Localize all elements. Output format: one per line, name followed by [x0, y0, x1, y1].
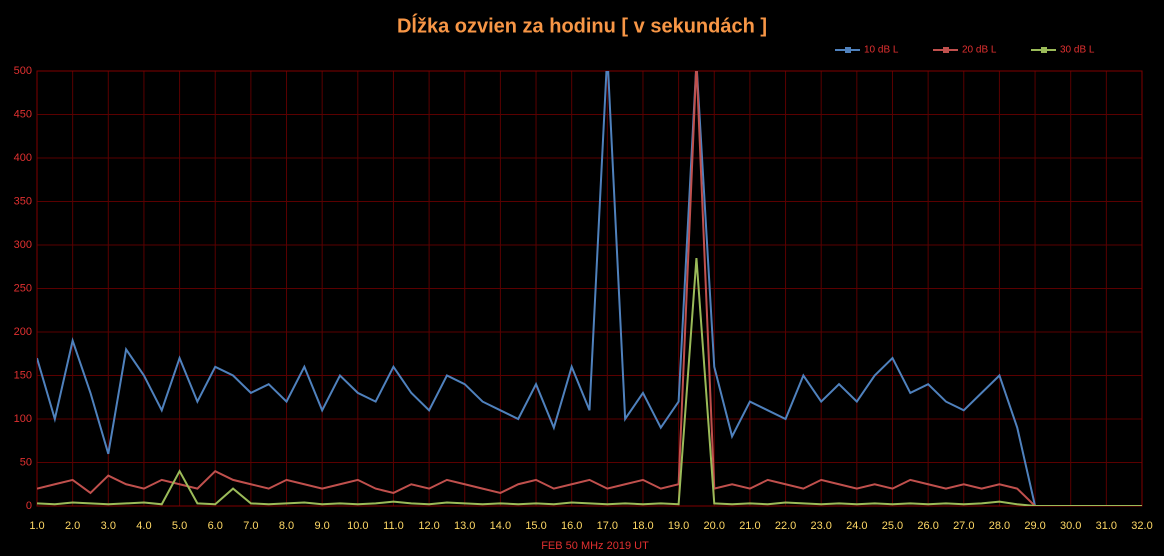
x-tick-label: 14.0 — [490, 520, 511, 532]
x-tick-label: 2.0 — [65, 520, 80, 532]
x-tick-label: 21.0 — [739, 520, 760, 532]
x-tick-label: 30.0 — [1060, 520, 1081, 532]
y-tick-label: 250 — [14, 282, 32, 294]
y-tick-label: 150 — [14, 369, 32, 381]
x-tick-label: 32.0 — [1131, 520, 1152, 532]
y-tick-label: 400 — [14, 152, 32, 164]
series-line — [37, 257, 1142, 506]
x-tick-label: 8.0 — [279, 520, 294, 532]
y-tick-label: 350 — [14, 195, 32, 207]
y-tick-label: 100 — [14, 413, 32, 425]
chart-title: Dĺžka ozvien za hodinu [ v sekundách ] — [397, 13, 767, 37]
x-tick-label: 10.0 — [347, 520, 368, 532]
x-tick-label: 27.0 — [953, 520, 974, 532]
x-tick-label: 11.0 — [383, 520, 404, 532]
x-tick-label: 26.0 — [917, 520, 938, 532]
x-tick-label: 31.0 — [1096, 520, 1117, 532]
y-tick-label: 0 — [26, 500, 32, 512]
x-tick-label: 3.0 — [101, 520, 116, 532]
x-tick-label: 24.0 — [846, 520, 867, 532]
legend-marker — [1041, 47, 1047, 53]
y-tick-label: 50 — [20, 456, 32, 468]
x-tick-label: 23.0 — [810, 520, 831, 532]
x-tick-label: 28.0 — [989, 520, 1010, 532]
series-line — [37, 71, 1142, 506]
legend-marker — [943, 47, 949, 53]
x-tick-label: 7.0 — [243, 520, 258, 532]
x-tick-label: 25.0 — [882, 520, 903, 532]
x-tick-label: 9.0 — [315, 520, 330, 532]
plot-area — [37, 71, 1142, 506]
x-tick-label: 12.0 — [418, 520, 439, 532]
x-tick-label: 1.0 — [29, 520, 44, 532]
plot-border — [36, 70, 1143, 507]
x-tick-label: 20.0 — [704, 520, 725, 532]
x-tick-label: 29.0 — [1024, 520, 1045, 532]
x-tick-label: 16.0 — [561, 520, 582, 532]
y-tick-label: 450 — [14, 108, 32, 120]
x-tick-label: 17.0 — [597, 520, 618, 532]
series-line — [37, 71, 1142, 506]
x-tick-label: 15.0 — [525, 520, 546, 532]
legend-label: 20 dB L — [962, 45, 997, 56]
x-tick-label: 13.0 — [454, 520, 475, 532]
x-axis-label: FEB 50 MHz 2019 UT — [541, 540, 649, 552]
legend-label: 10 dB L — [864, 45, 899, 56]
y-tick-label: 500 — [14, 65, 32, 77]
x-tick-label: 22.0 — [775, 520, 796, 532]
x-tick-label: 5.0 — [172, 520, 187, 532]
y-tick-label: 300 — [14, 239, 32, 251]
x-tick-label: 18.0 — [632, 520, 653, 532]
legend-label: 30 dB L — [1060, 45, 1095, 56]
legend-marker — [845, 47, 851, 53]
x-tick-label: 19.0 — [668, 520, 689, 532]
y-tick-label: 200 — [14, 326, 32, 338]
x-tick-label: 4.0 — [136, 520, 151, 532]
x-tick-label: 6.0 — [208, 520, 223, 532]
